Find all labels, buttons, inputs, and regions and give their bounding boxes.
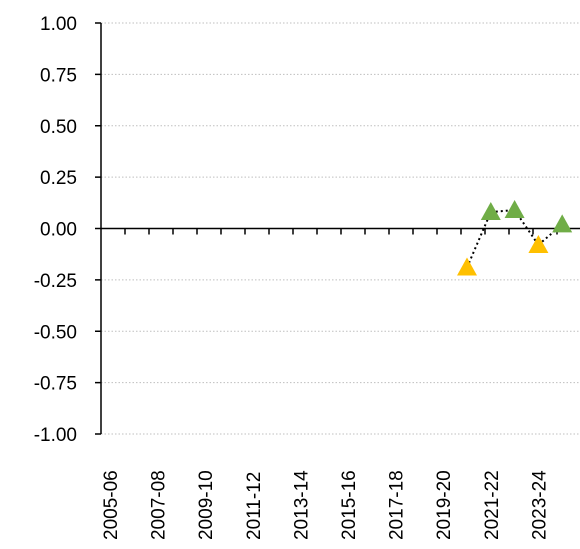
data-point-triangle (457, 257, 477, 276)
y-tick-label: 0.50 (40, 117, 77, 138)
y-tick-label: 1.00 (40, 14, 77, 35)
x-tick-label: 2009-10 (196, 470, 217, 540)
data-point-triangle (528, 234, 549, 253)
x-tick-label: 2021-22 (482, 470, 503, 540)
x-tick-labels: 2005-06 2007-08 2009-10 2011-12 2013-14 2015-… (101, 470, 550, 540)
x-tick-label: 2023-24 (529, 470, 550, 540)
gridlines (101, 22, 580, 435)
y-tick-labels: 1.00 0.75 0.50 0.25 0.00 -0.25 -0.50 -0.75 -1.00 (34, 14, 101, 446)
x-tick-label: 2015-16 (339, 470, 360, 540)
x-tick-label: 2005-06 (101, 470, 122, 540)
series-connector (466, 209, 563, 268)
x-tick-label: 2007-08 (149, 470, 170, 540)
x-tick-label: 2019-20 (434, 470, 455, 540)
y-tick-label: -1.00 (34, 425, 77, 446)
y-tick-label: 0.00 (40, 220, 77, 241)
x-tick-label: 2011-12 (244, 472, 265, 540)
y-tick-label: 0.75 (40, 65, 77, 86)
data-point-triangle (552, 214, 573, 233)
y-tick-label: -0.50 (34, 322, 77, 343)
y-tick-label: -0.25 (34, 271, 77, 292)
data-point-triangle (480, 202, 501, 221)
data-points (457, 200, 573, 276)
data-point-triangle (504, 200, 525, 219)
x-tick-label: 2013-14 (291, 470, 312, 540)
y-tick-label: 0.25 (40, 168, 77, 189)
connector-segment (513, 209, 540, 246)
y-tick-label: -0.75 (34, 374, 77, 395)
connector-segment (490, 209, 515, 214)
x-tick-label: 2017-18 (387, 470, 408, 540)
x-tick-marks (124, 228, 558, 235)
connector-segment (466, 211, 492, 268)
